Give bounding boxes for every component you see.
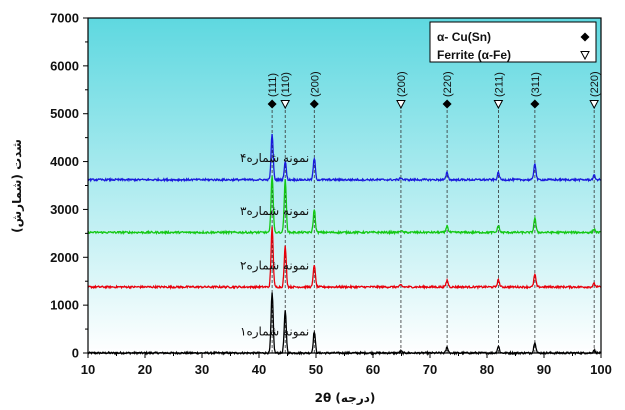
peak-label: (110) [280,72,292,97]
peak-label: (311) [530,72,542,97]
series-line [87,175,602,236]
legend-box [429,21,597,63]
triangle-marker-icon [493,100,504,110]
sample-labels: نمونه شماره۱ نمونه شماره۲ نمونه شماره۳ نمون… [240,151,309,339]
sample-label: نمونه شماره۲ [240,258,309,273]
diamond-marker-icon [580,32,590,42]
y-tick-label: 3000 [50,202,79,217]
peak-labels: (111) (110) (200) (200) (220) (211) (311) (220) [267,71,601,110]
diamond-marker-icon [267,99,277,109]
axes: 10 20 30 40 50 60 70 80 90 1000100020003000400050… [50,11,612,378]
y-tick-label: 0 [72,346,79,361]
reference-lines [271,110,595,353]
legend-label: α- Cu(Sn) [437,30,491,44]
sample-label: نمونه شماره۱ [240,324,309,339]
triangle-marker-icon [280,100,291,110]
legend: α- Cu(Sn) Ferrite (α-Fe) [429,21,597,63]
x-tick-label: 40 [252,362,266,377]
series-line [87,226,602,290]
x-tick-label: 100 [590,362,612,377]
peak-label: (220) [442,71,454,97]
peak-label: (220) [589,71,601,97]
diamond-marker-icon [442,99,452,109]
x-tick-label: 80 [480,362,494,377]
y-tick-label: 1000 [50,298,79,313]
triangle-marker-icon [580,51,590,61]
peak-label: (200) [396,71,408,97]
y-tick-label: 6000 [50,58,79,73]
peak-label: (200) [309,71,321,97]
peak-label: (211) [493,72,505,97]
sample-label: نمونه شماره۴ [240,151,309,166]
y-axis-title: شدت (شمارش) [10,139,24,233]
x-tick-label: 20 [138,362,152,377]
triangle-marker-icon [589,100,599,110]
y-tick-label: 4000 [50,154,79,169]
diamond-marker-icon [530,99,540,109]
series-line [87,133,602,183]
plot-area-background [88,18,601,353]
x-tick-label: 90 [537,362,551,377]
y-tick-label: 7000 [50,11,79,26]
triangle-marker-icon [396,100,406,110]
peak-label: (111) [267,73,279,97]
legend-label: Ferrite (α-Fe) [437,48,511,62]
diamond-marker-icon [309,99,319,109]
y-tick-label: 5000 [50,106,79,121]
x-tick-label: 10 [81,362,95,377]
x-axis-title: 2θ (درجه) [315,391,376,405]
x-tick-label: 50 [309,362,323,377]
x-tick-label: 60 [366,362,380,377]
y-tick-label: 2000 [50,250,79,265]
x-tick-label: 70 [423,362,437,377]
x-tick-label: 30 [195,362,209,377]
sample-label: نمونه شماره۳ [240,204,309,219]
